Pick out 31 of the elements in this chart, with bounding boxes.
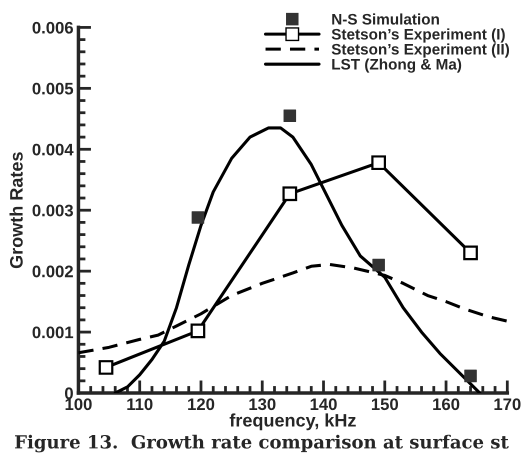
y-tick-label: 0.006: [32, 22, 73, 34]
point: [464, 370, 477, 382]
legend-label: N-S Simulation: [332, 13, 439, 25]
y-tick-label: 0.002: [32, 266, 73, 278]
y-tick-label: 0.004: [32, 144, 74, 156]
legend-label: Stetson’s Experiment (I): [332, 28, 505, 43]
legend-label: Stetson’s Experiment (II): [332, 43, 510, 58]
x-tick-label: 130: [249, 398, 276, 410]
x-tick-label: 100: [66, 398, 92, 410]
x-tick-label: 120: [188, 398, 214, 410]
x-axis-title: frequency, kHz: [230, 413, 356, 430]
y-tick-label: 0.001: [32, 326, 74, 338]
legend-label: LST (Zhong & Ma): [332, 58, 462, 73]
x-tick-label: 110: [127, 398, 152, 410]
point: [463, 246, 478, 260]
point: [98, 360, 114, 375]
point: [192, 211, 204, 224]
y-tick-label: 0: [64, 387, 73, 400]
point: [284, 110, 296, 122]
x-tick-label: 150: [372, 398, 398, 410]
point: [190, 324, 206, 338]
point: [372, 258, 385, 272]
y-axis-title: Growth Rates: [10, 152, 23, 268]
point: [282, 186, 298, 202]
x-tick-label: 160: [433, 398, 460, 410]
x-tick-label: 140: [310, 398, 337, 410]
point: [371, 155, 386, 170]
y-tick-label: 0.003: [32, 204, 73, 216]
y-tick-label: 0.005: [32, 82, 74, 95]
x-tick-label: 170: [494, 398, 521, 410]
caption: Figure 13. Growth rate comparison at surface st: [15, 434, 509, 452]
